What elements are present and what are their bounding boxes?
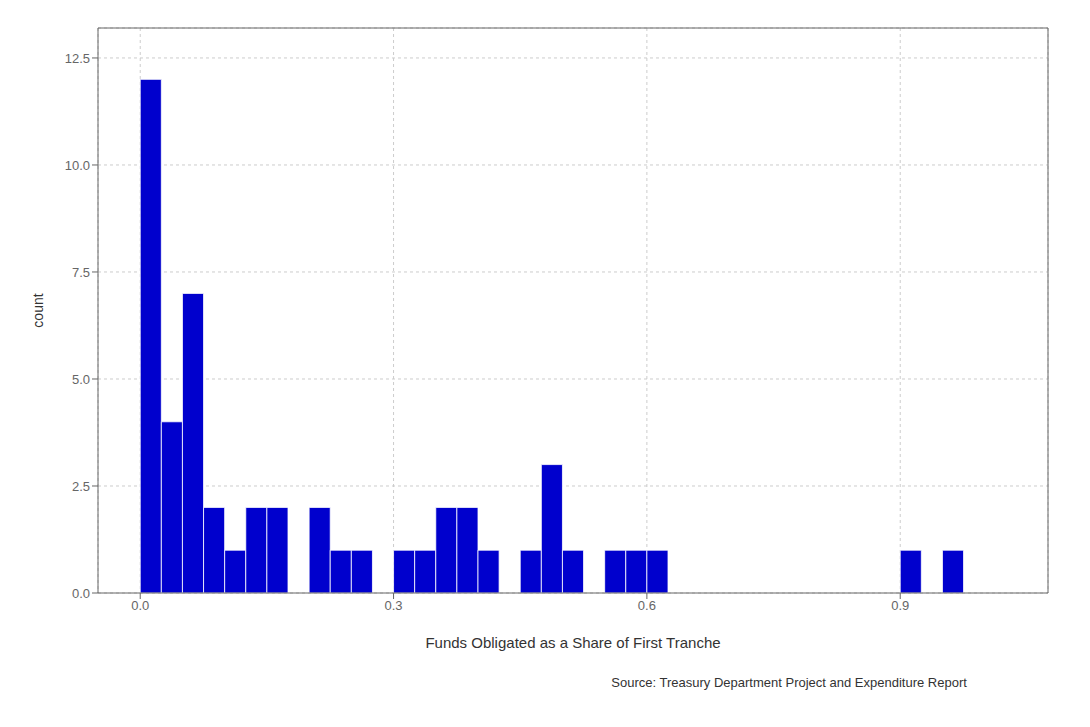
svg-text:Funds Obligated as a Share of: Funds Obligated as a Share of First Tran… <box>425 634 720 651</box>
svg-text:12.5: 12.5 <box>65 51 90 66</box>
svg-text:5.0: 5.0 <box>72 372 90 387</box>
svg-text:0.9: 0.9 <box>891 598 909 613</box>
html-text:Source: Treasury Department Pr: Source: Treasury Department Project and … <box>611 675 967 690</box>
svg-text:0.0: 0.0 <box>72 586 90 601</box>
svg-text:0.6: 0.6 <box>638 598 656 613</box>
svg-text:10.0: 10.0 <box>65 158 90 173</box>
svg-text:0.0: 0.0 <box>131 598 149 613</box>
svg-text:0.3: 0.3 <box>385 598 403 613</box>
svg-text:7.5: 7.5 <box>72 265 90 280</box>
svg-text:2.5: 2.5 <box>72 479 90 494</box>
svg-text:count: count <box>30 293 46 327</box>
